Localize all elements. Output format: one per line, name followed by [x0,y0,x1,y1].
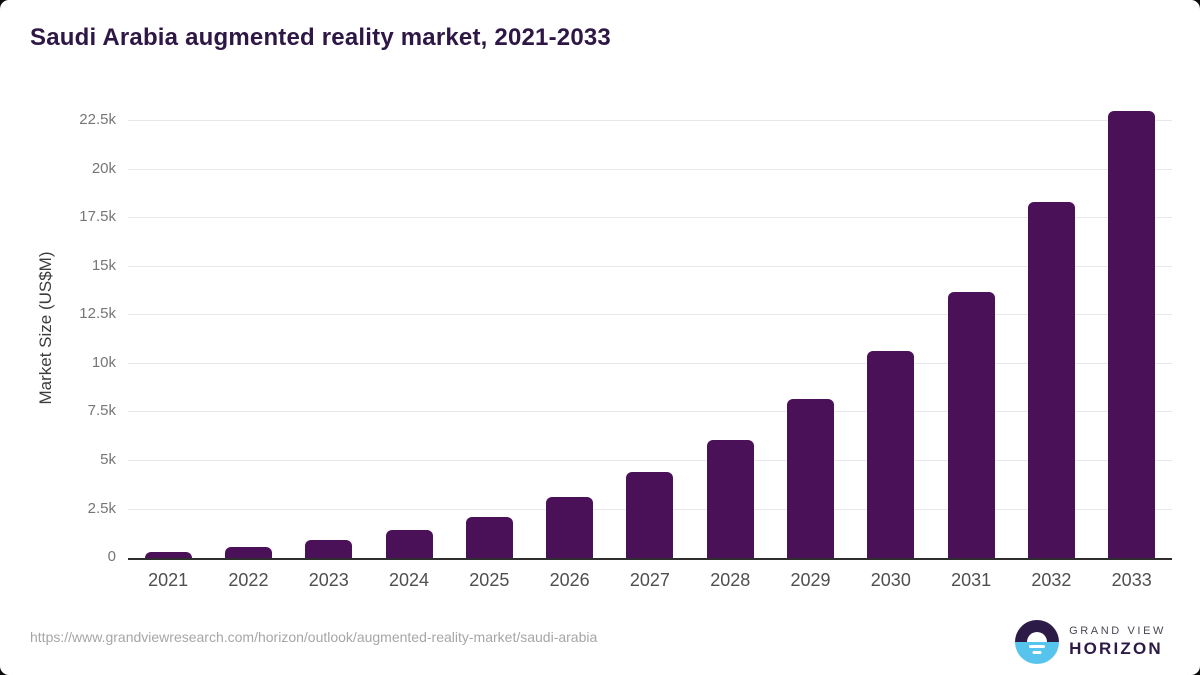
y-tick-label-0: 0 [107,548,116,565]
bar-2032 [1027,202,1075,558]
y-tick-label-5k: 5k [100,451,116,468]
bar-2033 [1108,111,1156,558]
x-tick-label-2032: 2032 [1031,570,1072,590]
gridline-12.5k [128,314,1172,316]
gridline-22.5k [128,120,1172,122]
gridline-10k [128,362,1172,364]
bar-2024 [385,530,433,558]
bar-2028 [706,439,754,558]
y-tick-label-10k: 10k [91,353,116,371]
bar-2021 [144,551,192,558]
gridline-7.5k [128,411,1172,413]
logo-text: GRAND VIEW HORIZON [1069,625,1166,660]
plot-area [128,98,1172,560]
x-tick-label-2029: 2029 [790,570,831,590]
x-tick-label-2031: 2031 [951,570,992,590]
gridline-15k [128,265,1172,267]
bar-2023 [305,539,353,558]
y-tick-label-17.5k: 17.5k [79,208,116,226]
x-axis-labels: 2021 2022 2023 2024 2025 2026 2027 2028 2029 2030… [128,570,1172,591]
bar-2022 [224,546,272,558]
x-tick-label-2033: 2033 [1111,570,1152,590]
x-tick-label-2024: 2024 [389,570,430,590]
x-tick-label-2023: 2023 [308,570,349,590]
gridline-20k [128,168,1172,170]
page-title: Saudi Arabia augmented reality market, 2… [30,24,611,51]
x-tick-label-2025: 2025 [469,570,510,590]
x-tick-label-2026: 2026 [549,570,590,590]
y-axis-labels: 0 2.5k 5k 7.5k 10k 12.5k 15k 17.5k 20k 22.5k [0,98,116,565]
sun-reflection-line [1029,645,1046,648]
bar-2027 [626,472,674,558]
source-url: https://www.grandviewresearch.com/horizo… [30,629,598,645]
grand-view-horizon-logo: GRAND VIEW HORIZON [1015,620,1166,664]
x-tick-label-2022: 2022 [228,570,269,590]
y-tick-label-20k: 20k [91,159,116,177]
logo-brand-name: GRAND VIEW [1069,624,1166,637]
x-tick-label-2027: 2027 [629,570,670,590]
logo-product-name: HORIZON [1069,639,1163,659]
y-tick-label-22.5k: 22.5k [79,111,116,129]
bar-2025 [465,517,513,558]
y-tick-label-12.5k: 12.5k [79,305,116,323]
y-tick-label-7.5k: 7.5k [87,402,116,420]
x-tick-label-2028: 2028 [710,570,751,590]
y-tick-label-2.5k: 2.5k [87,499,116,517]
bar-2026 [546,497,594,558]
sun-icon [1027,632,1048,642]
bars-container [128,98,1172,558]
bar-2031 [947,292,995,558]
gridline-5k [128,460,1172,461]
sun-reflection-line [1032,651,1042,654]
x-tick-label-2030: 2030 [870,570,911,590]
y-tick-label-15k: 15k [91,256,116,274]
horizon-sun-icon [1015,620,1060,664]
gridline-17.5k [128,217,1172,219]
bar-2029 [787,398,835,558]
x-tick-label-2021: 2021 [148,570,189,590]
bar-2030 [867,351,915,558]
